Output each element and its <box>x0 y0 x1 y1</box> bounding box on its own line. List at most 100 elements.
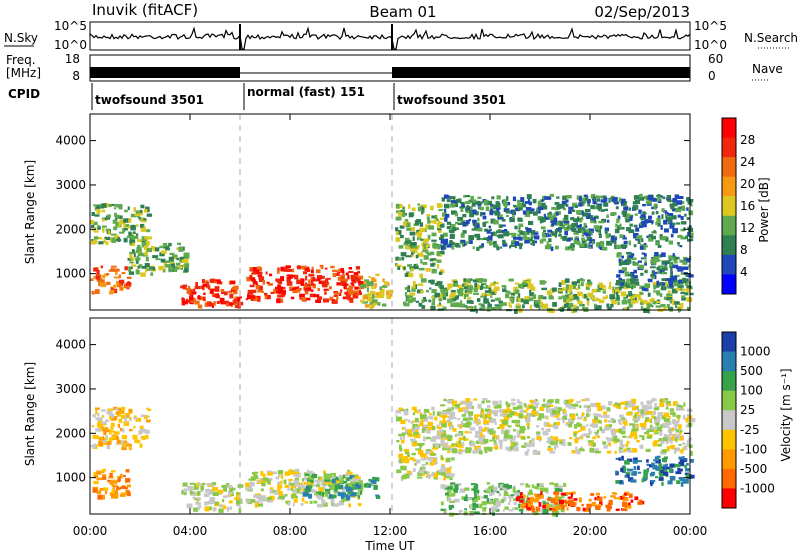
power-cell <box>686 207 689 211</box>
power-cell <box>137 244 141 249</box>
velocity-cell <box>680 481 684 487</box>
power-cell <box>581 237 585 241</box>
velocity-cell <box>102 440 108 443</box>
velocity-cell <box>436 434 442 440</box>
power-cell <box>538 295 544 300</box>
power-cell <box>587 212 591 216</box>
power-cell <box>454 302 460 308</box>
velocity-cell <box>519 430 525 434</box>
power-cell <box>525 211 529 215</box>
power-cell <box>450 200 457 204</box>
velocity-cell <box>624 506 627 510</box>
power-cell <box>413 263 418 268</box>
power-cell <box>495 206 501 210</box>
power-cell <box>363 295 368 300</box>
velocity-cell <box>465 450 472 454</box>
y-tick-label: 2000 <box>55 426 86 440</box>
velocity-cell <box>323 484 326 490</box>
velocity-cell <box>448 425 454 430</box>
velocity-cell <box>267 472 273 476</box>
x-tick-label: 12:00 <box>373 524 408 538</box>
power-cell <box>583 293 587 298</box>
velocity-cell <box>532 406 536 411</box>
power-cell <box>357 278 361 284</box>
velocity-cell <box>425 450 431 455</box>
power-cell <box>277 267 280 272</box>
power-cell <box>417 231 423 236</box>
power-cell <box>561 280 566 285</box>
velocity-cell <box>446 494 452 497</box>
power-ylabel: Slant Range [km] <box>23 160 37 264</box>
velocity-cell <box>277 470 284 475</box>
power-cell <box>647 278 653 283</box>
velocity-cell <box>283 479 287 485</box>
velocity-cell <box>625 404 631 408</box>
power-cell <box>629 216 633 221</box>
power-cell <box>576 279 580 284</box>
power-cell <box>486 236 493 242</box>
velocity-cell <box>350 481 356 485</box>
velocity-cell <box>470 505 473 510</box>
velocity-cell <box>522 500 526 504</box>
power-cell <box>353 276 358 280</box>
velocity-cell <box>492 400 499 406</box>
power-cell <box>666 293 671 297</box>
power-cell <box>121 272 126 275</box>
velocity-cell <box>116 439 121 444</box>
power-cell <box>444 217 448 222</box>
velocity-cell <box>633 466 637 471</box>
velocity-cell <box>662 437 668 441</box>
velocity-cell <box>623 407 628 410</box>
velocity-cell <box>526 507 532 510</box>
velocity-cell <box>491 507 494 512</box>
power-cell <box>257 274 263 277</box>
power-cell <box>165 247 170 251</box>
velocity-cell <box>119 493 126 497</box>
velocity-cell <box>334 484 340 489</box>
power-cell <box>474 233 481 238</box>
power-cell <box>455 202 459 207</box>
velocity-cell <box>626 468 629 471</box>
power-cell <box>653 256 660 261</box>
velocity-cell <box>646 400 653 405</box>
velocity-cell <box>349 475 354 478</box>
velocity-cell <box>403 410 409 416</box>
velocity-cell <box>410 438 416 442</box>
velocity-cell <box>536 483 541 487</box>
power-cell <box>572 244 575 247</box>
velocity-cell <box>538 439 542 442</box>
velocity-cell <box>287 488 292 491</box>
power-cell <box>220 289 225 292</box>
velocity-cell <box>445 467 451 472</box>
power-cell <box>640 272 644 276</box>
power-cell <box>126 235 133 239</box>
velocity-cell <box>634 412 640 415</box>
velocity-cell <box>663 434 667 439</box>
power-cell <box>671 288 678 294</box>
power-cell <box>594 303 597 307</box>
velocity-cell <box>375 494 379 497</box>
power-cell <box>101 218 105 222</box>
velocity-cell <box>219 504 226 508</box>
power-cell <box>629 253 635 257</box>
velocity-cell <box>553 491 560 495</box>
velocity-cell <box>452 428 457 432</box>
power-cell <box>659 268 665 273</box>
power-cell <box>249 267 253 271</box>
power-cell <box>477 196 482 199</box>
velocity-cell <box>498 439 503 444</box>
velocity-cell <box>542 430 548 435</box>
velocity-cell <box>522 494 526 499</box>
velocity-cell <box>401 465 407 471</box>
velocity-cell <box>431 425 436 431</box>
velocity-cell <box>529 496 534 500</box>
power-cell <box>620 281 625 286</box>
power-cell <box>590 220 597 223</box>
power-cell <box>110 233 117 236</box>
power-colorbar-tick-label: 12 <box>740 221 755 235</box>
power-cell <box>558 282 562 288</box>
power-cell <box>436 251 441 256</box>
power-cell <box>651 206 656 210</box>
velocity-cell <box>597 503 602 508</box>
velocity-cell <box>441 423 447 428</box>
